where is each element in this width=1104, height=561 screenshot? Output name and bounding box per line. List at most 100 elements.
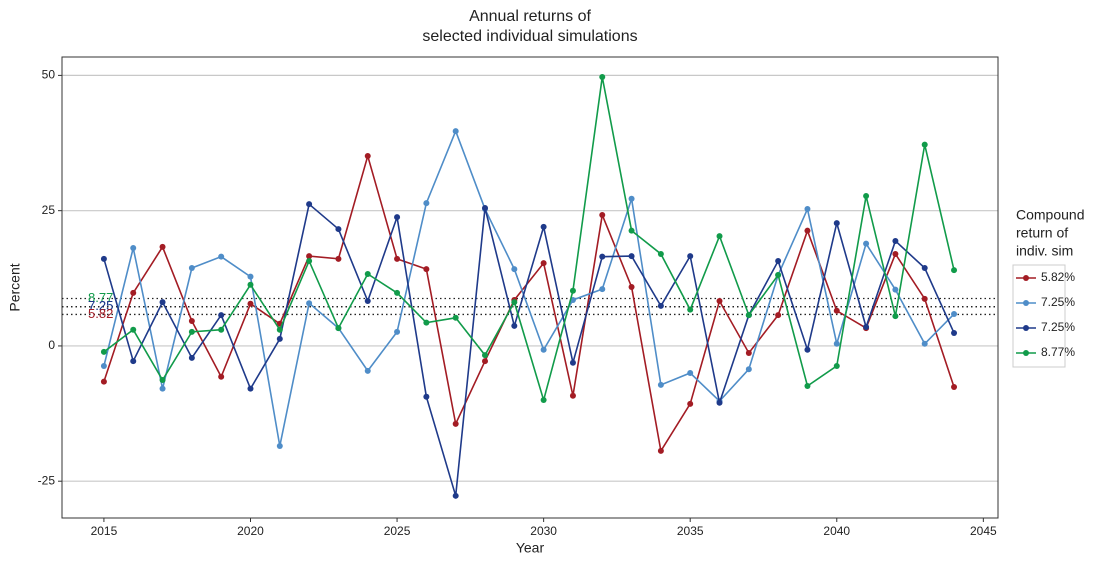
data-point bbox=[276, 326, 283, 333]
data-point bbox=[863, 193, 870, 200]
data-point bbox=[100, 255, 107, 262]
data-point bbox=[218, 253, 225, 260]
data-point bbox=[247, 300, 254, 307]
data-point bbox=[833, 362, 840, 369]
legend-title: return of bbox=[1016, 225, 1068, 241]
data-point bbox=[892, 237, 899, 244]
data-point bbox=[657, 250, 664, 257]
data-point bbox=[100, 378, 107, 385]
data-point bbox=[716, 298, 723, 305]
data-point bbox=[276, 335, 283, 342]
data-point bbox=[745, 366, 752, 373]
data-point bbox=[569, 392, 576, 399]
data-point bbox=[159, 377, 166, 384]
data-point bbox=[863, 240, 870, 247]
chart-title: selected individual simulations bbox=[422, 28, 637, 45]
data-point bbox=[569, 359, 576, 366]
legend-label: 7.25% bbox=[1041, 320, 1075, 334]
legend-swatch-point bbox=[1023, 275, 1029, 281]
data-point bbox=[130, 358, 137, 365]
data-point bbox=[452, 420, 459, 427]
data-point bbox=[276, 443, 283, 450]
data-point bbox=[364, 270, 371, 277]
x-tick-label: 2045 bbox=[970, 524, 997, 538]
x-tick-label: 2040 bbox=[823, 524, 850, 538]
series-line bbox=[103, 153, 955, 454]
y-tick-label: -25 bbox=[38, 473, 56, 487]
data-point bbox=[540, 397, 547, 404]
reference-label: 7.25 bbox=[88, 298, 113, 313]
data-point bbox=[892, 250, 899, 257]
data-point bbox=[863, 323, 870, 330]
x-tick-label: 2025 bbox=[384, 524, 411, 538]
data-point bbox=[745, 349, 752, 356]
data-point bbox=[130, 245, 137, 252]
data-point bbox=[540, 260, 547, 267]
data-point bbox=[511, 266, 518, 273]
y-axis-title: Percent bbox=[7, 263, 23, 311]
plot-border bbox=[61, 56, 999, 519]
data-point bbox=[921, 141, 928, 148]
data-point bbox=[247, 273, 254, 280]
data-point bbox=[628, 195, 635, 202]
data-point bbox=[188, 318, 195, 325]
legend-box bbox=[1012, 264, 1066, 368]
data-point bbox=[628, 283, 635, 290]
data-point bbox=[657, 381, 664, 388]
data-point bbox=[335, 325, 342, 332]
data-point bbox=[423, 393, 430, 400]
data-point bbox=[364, 298, 371, 305]
data-point bbox=[306, 300, 313, 307]
data-point bbox=[687, 253, 694, 260]
data-point bbox=[599, 253, 606, 260]
data-point bbox=[833, 220, 840, 227]
data-point bbox=[687, 400, 694, 407]
reference-label: 7.25 bbox=[88, 298, 113, 313]
x-tick-label: 2015 bbox=[91, 524, 118, 538]
y-tick-label: 50 bbox=[42, 68, 56, 82]
data-point bbox=[833, 307, 840, 314]
data-point bbox=[188, 265, 195, 272]
legend-label: 7.25% bbox=[1041, 295, 1075, 309]
reference-label: 8.77 bbox=[88, 290, 113, 305]
data-point bbox=[159, 243, 166, 250]
series-line bbox=[103, 76, 955, 403]
data-point bbox=[599, 211, 606, 218]
data-point bbox=[745, 312, 752, 319]
data-point bbox=[921, 340, 928, 347]
data-point bbox=[482, 352, 489, 359]
data-point bbox=[775, 312, 782, 319]
data-point bbox=[716, 233, 723, 240]
data-point bbox=[130, 289, 137, 296]
legend-label: 5.82% bbox=[1041, 270, 1075, 284]
data-point bbox=[394, 289, 401, 296]
legend-swatch-point bbox=[1023, 350, 1029, 356]
data-point bbox=[540, 223, 547, 230]
x-tick-label: 2030 bbox=[530, 524, 557, 538]
data-point bbox=[951, 267, 958, 274]
data-point bbox=[335, 226, 342, 233]
data-point bbox=[716, 399, 723, 406]
data-point bbox=[423, 266, 430, 273]
y-tick-label: 0 bbox=[48, 338, 55, 352]
data-point bbox=[100, 348, 107, 355]
data-point bbox=[833, 340, 840, 347]
data-point bbox=[951, 329, 958, 336]
data-point bbox=[452, 492, 459, 499]
data-point bbox=[687, 369, 694, 376]
data-point bbox=[188, 354, 195, 361]
data-point bbox=[306, 257, 313, 264]
legend-title: Compound bbox=[1016, 207, 1085, 223]
x-axis-title: Year bbox=[516, 540, 545, 556]
series-line bbox=[103, 128, 955, 447]
data-point bbox=[951, 311, 958, 318]
data-point bbox=[892, 286, 899, 293]
data-point bbox=[628, 227, 635, 234]
data-point bbox=[804, 227, 811, 234]
chart-title: Annual returns of bbox=[469, 8, 591, 25]
data-point bbox=[687, 306, 694, 313]
data-point bbox=[892, 313, 899, 320]
data-point bbox=[452, 314, 459, 321]
data-point bbox=[364, 367, 371, 374]
